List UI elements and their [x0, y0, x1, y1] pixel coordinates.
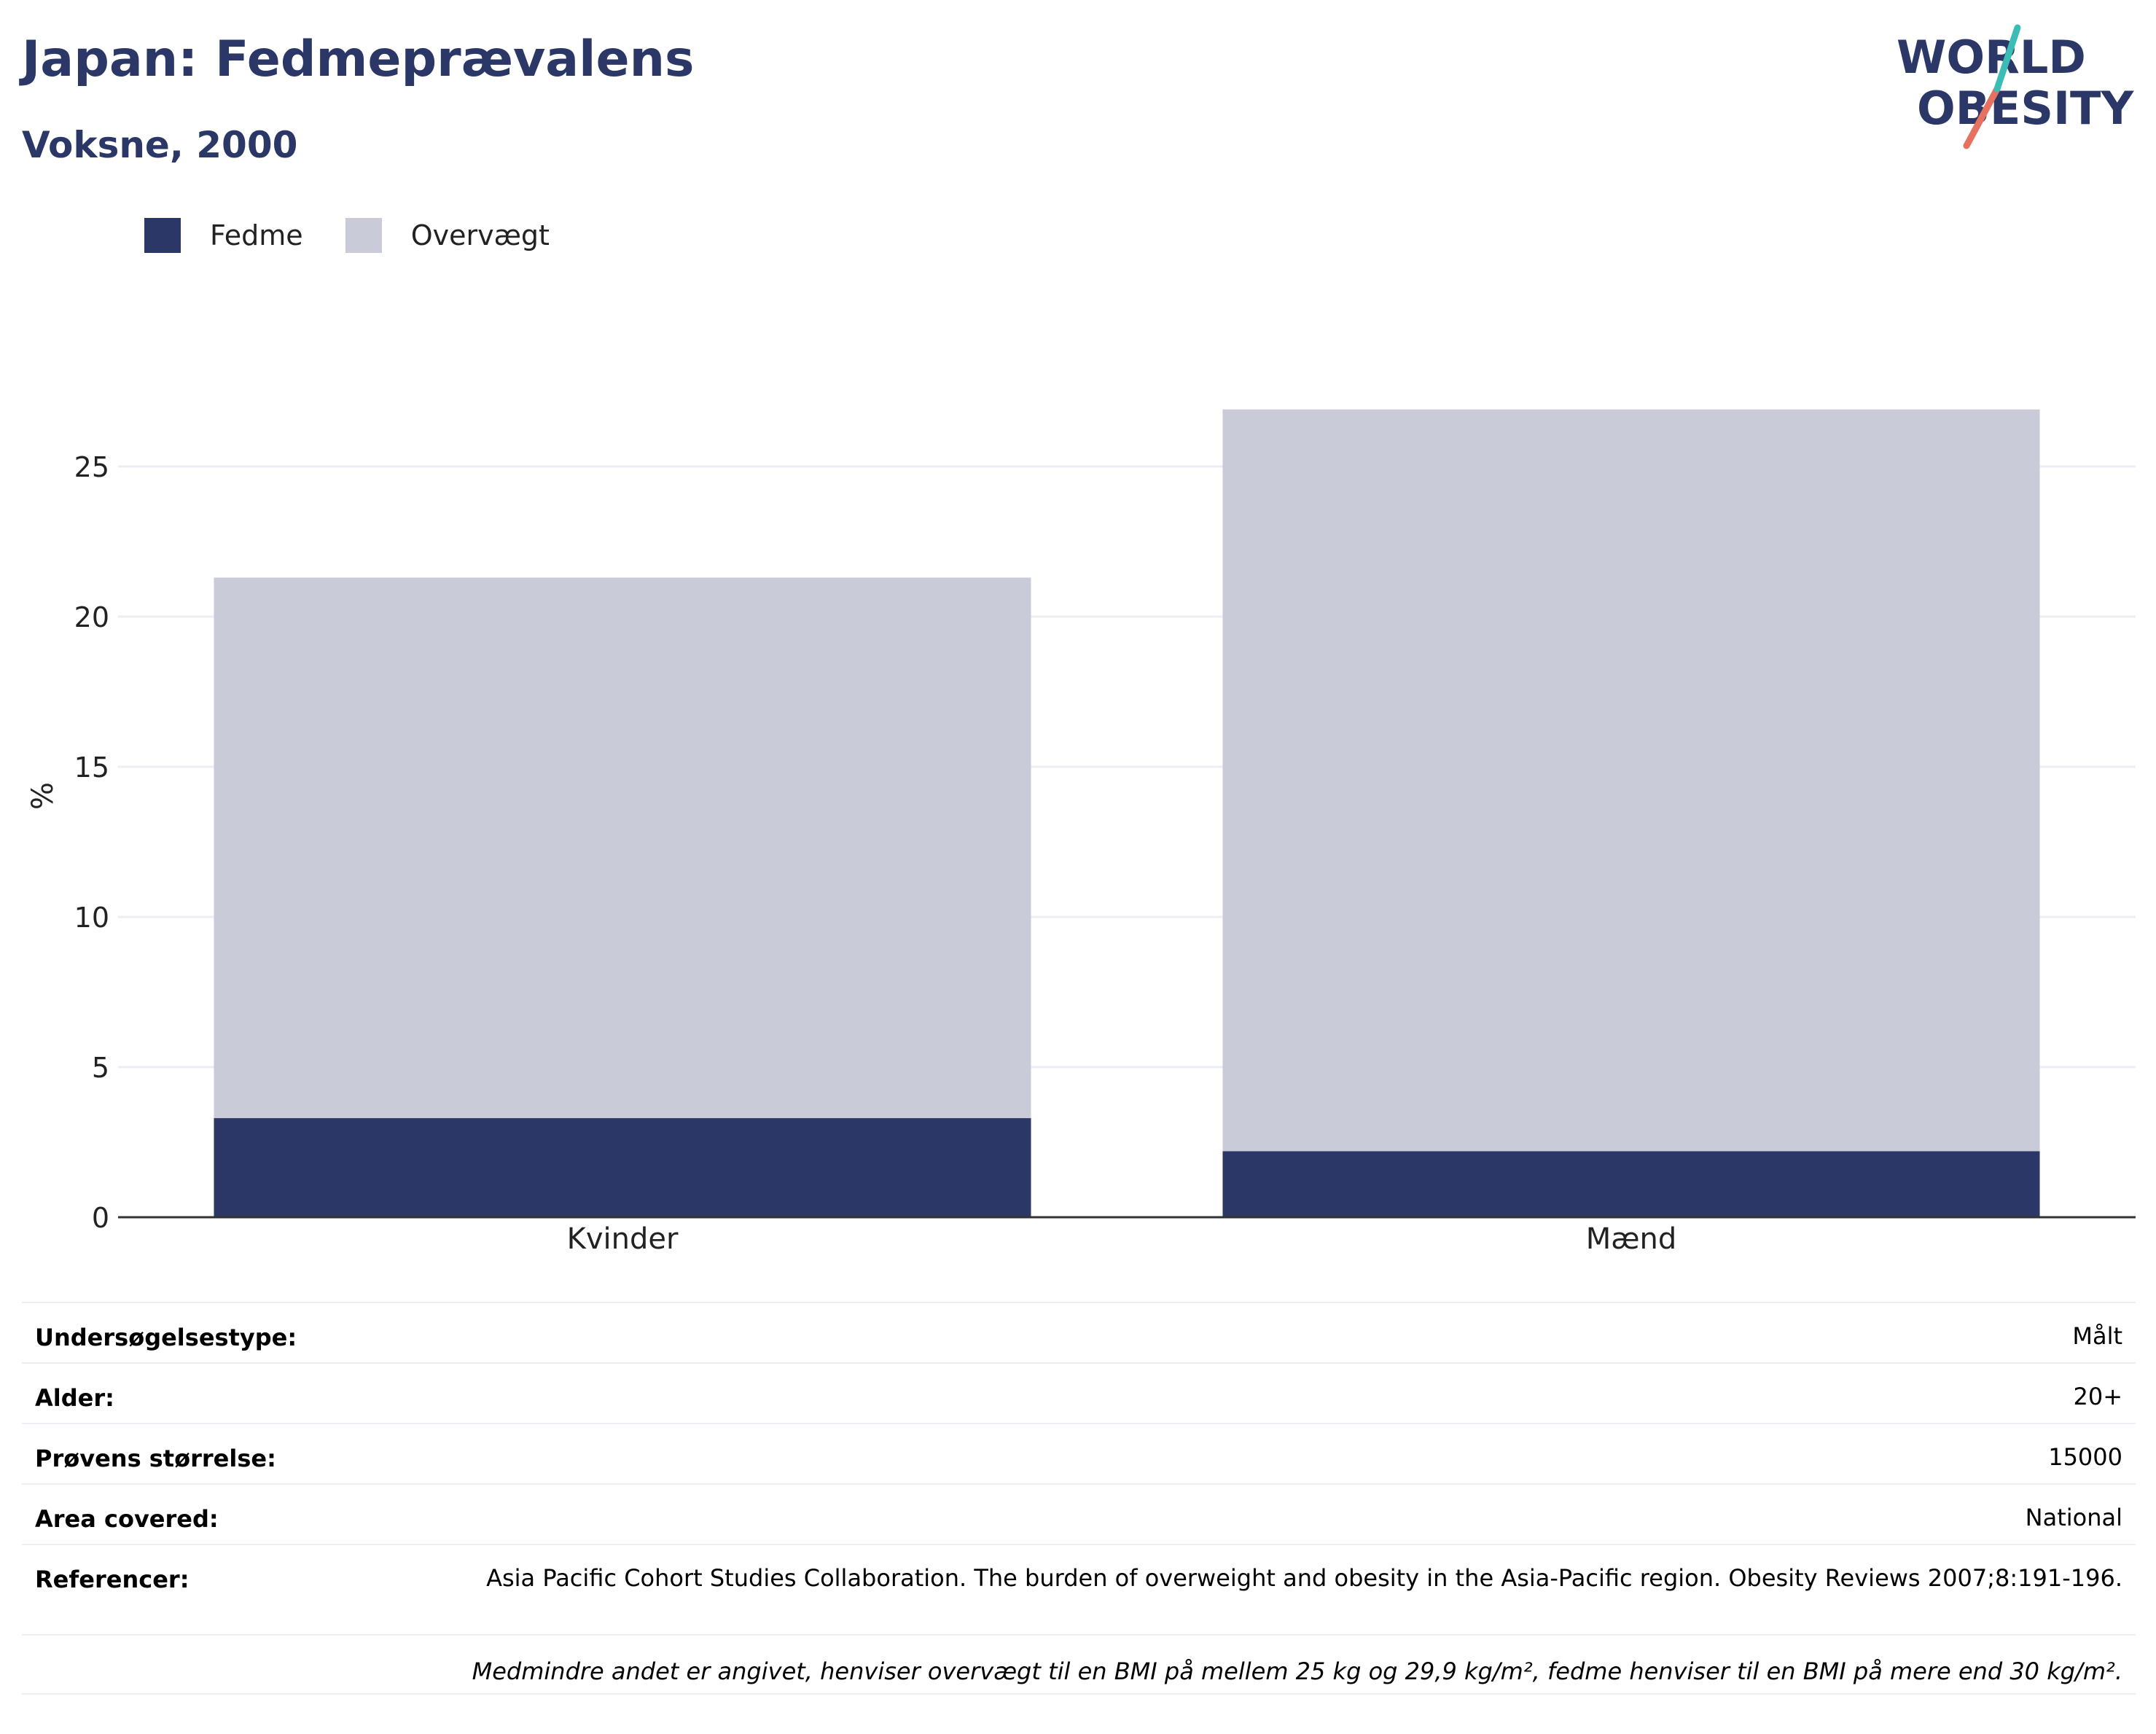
info-value: Asia Pacific Cohort Studies Collaboratio…	[486, 1564, 2122, 1592]
definition-footnote-row: Medmindre andet er angivet, henviser ove…	[22, 1634, 2136, 1695]
info-value: National	[2025, 1504, 2122, 1531]
y-tick-label: 5	[92, 1052, 109, 1084]
chart-legend: Fedme Overvægt	[144, 217, 592, 254]
page-title: Japan: Fedmeprævalens	[22, 31, 695, 88]
info-label: Referencer:	[35, 1566, 190, 1593]
info-value: 20+	[2073, 1383, 2122, 1410]
y-tick-label: 25	[74, 451, 109, 483]
legend-item-overvaegt[interactable]: Overvægt	[345, 218, 550, 253]
info-row-age: Alder: 20+	[22, 1362, 2136, 1423]
y-tick-label: 15	[74, 751, 109, 784]
info-row-survey-type: Undersøgelsestype: Målt	[22, 1302, 2136, 1362]
legend-label-overvaegt: Overvægt	[410, 219, 550, 251]
info-value: Målt	[2072, 1322, 2122, 1350]
definition-footnote: Medmindre andet er angivet, henviser ove…	[472, 1657, 2122, 1685]
y-tick-label: 0	[92, 1202, 109, 1234]
bar-fedme-maend[interactable]	[1222, 1151, 2040, 1217]
logo-line2: OBESITY	[1917, 82, 2134, 135]
y-tick-label: 10	[74, 902, 109, 934]
bar-fedme-kvinder[interactable]	[214, 1118, 1031, 1217]
x-category-label: Mænd	[1586, 1222, 1677, 1254]
info-row-references: Referencer: Asia Pacific Cohort Studies …	[22, 1544, 2136, 1634]
legend-swatch-overvaegt	[345, 218, 382, 253]
legend-label-fedme: Fedme	[210, 219, 303, 251]
legend-item-fedme[interactable]: Fedme	[144, 218, 303, 253]
logo-line1: WORLD	[1897, 31, 2086, 84]
info-label: Alder:	[35, 1384, 114, 1412]
world-obesity-logo: WORLD OBESITY	[1897, 24, 2134, 149]
page-subtitle: Voksne, 2000	[22, 124, 298, 166]
info-label: Prøvens størrelse:	[35, 1445, 276, 1472]
bar-overvaegt-kvinder[interactable]	[214, 577, 1031, 1119]
info-label: Area covered:	[35, 1505, 219, 1533]
stacked-bar-chart: 0 5 10 15 20 25 Kvinder Mænd %	[26, 409, 2136, 1254]
info-row-sample-size: Prøvens størrelse: 15000	[22, 1423, 2136, 1483]
y-axis-label: %	[26, 782, 60, 810]
survey-info-table: Undersøgelsestype: Målt Alder: 20+ Prøve…	[22, 1302, 2136, 1695]
bar-overvaegt-maend[interactable]	[1222, 409, 2040, 1152]
legend-swatch-fedme	[144, 218, 181, 253]
info-label: Undersøgelsestype:	[35, 1324, 297, 1351]
x-category-label: Kvinder	[567, 1222, 679, 1254]
info-value: 15000	[2048, 1443, 2122, 1471]
info-row-area-covered: Area covered: National	[22, 1483, 2136, 1544]
y-tick-label: 20	[74, 601, 109, 633]
